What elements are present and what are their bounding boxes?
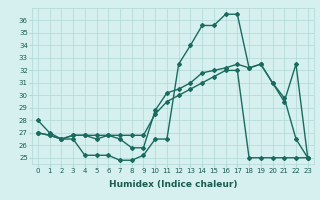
- X-axis label: Humidex (Indice chaleur): Humidex (Indice chaleur): [108, 180, 237, 189]
